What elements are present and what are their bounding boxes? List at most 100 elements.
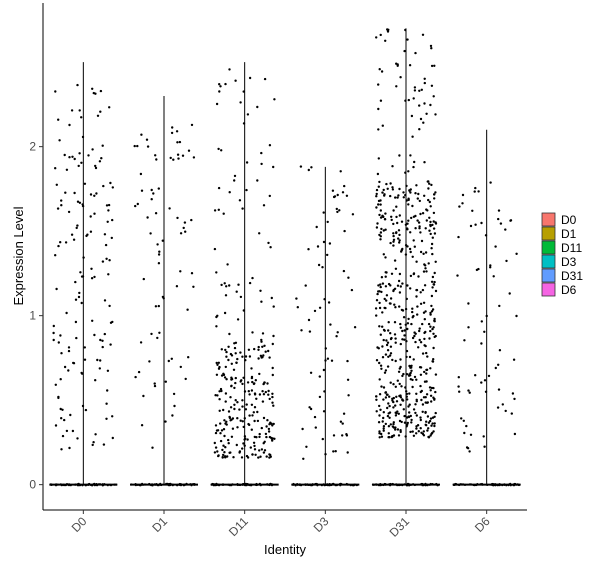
point-D31 [391, 186, 394, 189]
point-D11 [262, 416, 266, 420]
point-D11 [236, 426, 239, 429]
point-D31 [383, 482, 386, 486]
point-D31 [394, 414, 398, 417]
point-D31 [423, 77, 426, 81]
point-D31 [433, 415, 436, 418]
point-D6 [467, 389, 470, 392]
point-D31 [432, 346, 435, 350]
point-D0 [60, 204, 63, 207]
point-D31 [404, 193, 407, 197]
point-D31 [399, 403, 402, 406]
point-D31 [404, 223, 408, 226]
point-D31 [419, 384, 422, 388]
point-D11 [230, 384, 233, 387]
point-D1 [192, 156, 196, 159]
point-D11 [216, 314, 219, 317]
point-D11 [216, 363, 219, 366]
point-D11 [229, 352, 233, 356]
point-D6 [505, 484, 508, 487]
point-D31 [406, 482, 410, 485]
point-D1 [140, 189, 144, 192]
point-D31 [433, 193, 436, 196]
point-D31 [400, 308, 404, 312]
point-D6 [485, 314, 488, 318]
point-D31 [408, 247, 412, 251]
point-D31 [384, 396, 388, 399]
point-D31 [406, 38, 409, 41]
point-D31 [426, 180, 429, 183]
point-D0 [60, 448, 63, 451]
point-D11 [228, 284, 231, 287]
point-D31 [389, 484, 392, 487]
point-D31 [424, 484, 427, 487]
point-D31 [433, 232, 437, 235]
point-D0 [111, 415, 114, 418]
point-D11 [229, 406, 233, 409]
point-D3 [333, 195, 337, 198]
point-D1 [176, 484, 179, 487]
point-D0 [77, 295, 81, 299]
point-D11 [271, 392, 274, 395]
point-D11 [248, 355, 252, 358]
point-D0 [86, 233, 89, 236]
legend-swatch [541, 254, 556, 269]
point-D0 [65, 311, 68, 315]
point-D6 [517, 483, 521, 487]
point-D6 [473, 190, 476, 193]
point-D31 [427, 427, 430, 430]
point-D31 [400, 250, 403, 253]
point-D31 [375, 299, 379, 302]
point-D1 [149, 232, 152, 235]
point-D31 [379, 285, 382, 289]
point-D6 [453, 483, 456, 486]
point-D11 [229, 396, 232, 399]
point-D31 [423, 102, 426, 105]
point-D6 [499, 222, 503, 225]
point-D11 [266, 382, 269, 385]
point-D0 [94, 166, 98, 170]
point-D31 [394, 385, 397, 388]
point-D31 [425, 112, 428, 116]
point-D11 [252, 441, 256, 444]
point-D11 [256, 410, 259, 414]
point-D0 [93, 275, 96, 279]
point-D6 [477, 190, 480, 193]
point-D11 [244, 408, 248, 411]
point-D31 [382, 411, 385, 414]
point-D31 [431, 275, 435, 279]
point-D31 [415, 378, 418, 381]
point-D0 [99, 483, 102, 486]
point-D3 [332, 450, 335, 453]
point-D11 [230, 484, 233, 487]
point-D11 [265, 455, 268, 458]
point-D11 [215, 271, 218, 274]
point-D31 [432, 358, 435, 361]
point-D11 [237, 283, 240, 286]
point-D31 [394, 428, 397, 431]
point-D1 [145, 138, 149, 141]
point-D1 [166, 482, 169, 485]
point-D11 [215, 373, 219, 376]
point-D31 [379, 333, 382, 336]
point-D31 [382, 229, 385, 232]
point-D31 [409, 414, 412, 418]
point-D1 [146, 216, 149, 219]
point-D11 [260, 448, 264, 451]
point-D1 [167, 359, 170, 363]
point-D31 [434, 260, 437, 263]
point-D11 [241, 420, 244, 423]
point-D11 [259, 455, 262, 458]
point-D11 [247, 390, 250, 393]
point-D11 [258, 449, 261, 452]
point-D11 [260, 162, 263, 166]
point-D6 [475, 483, 478, 487]
point-D11 [227, 345, 230, 348]
point-D31 [414, 411, 417, 415]
point-D31 [422, 270, 426, 273]
point-D1 [170, 357, 173, 360]
point-D31 [430, 47, 433, 50]
point-D0 [94, 379, 97, 382]
point-D6 [497, 217, 500, 221]
point-D11 [241, 207, 244, 210]
point-D6 [482, 435, 485, 438]
